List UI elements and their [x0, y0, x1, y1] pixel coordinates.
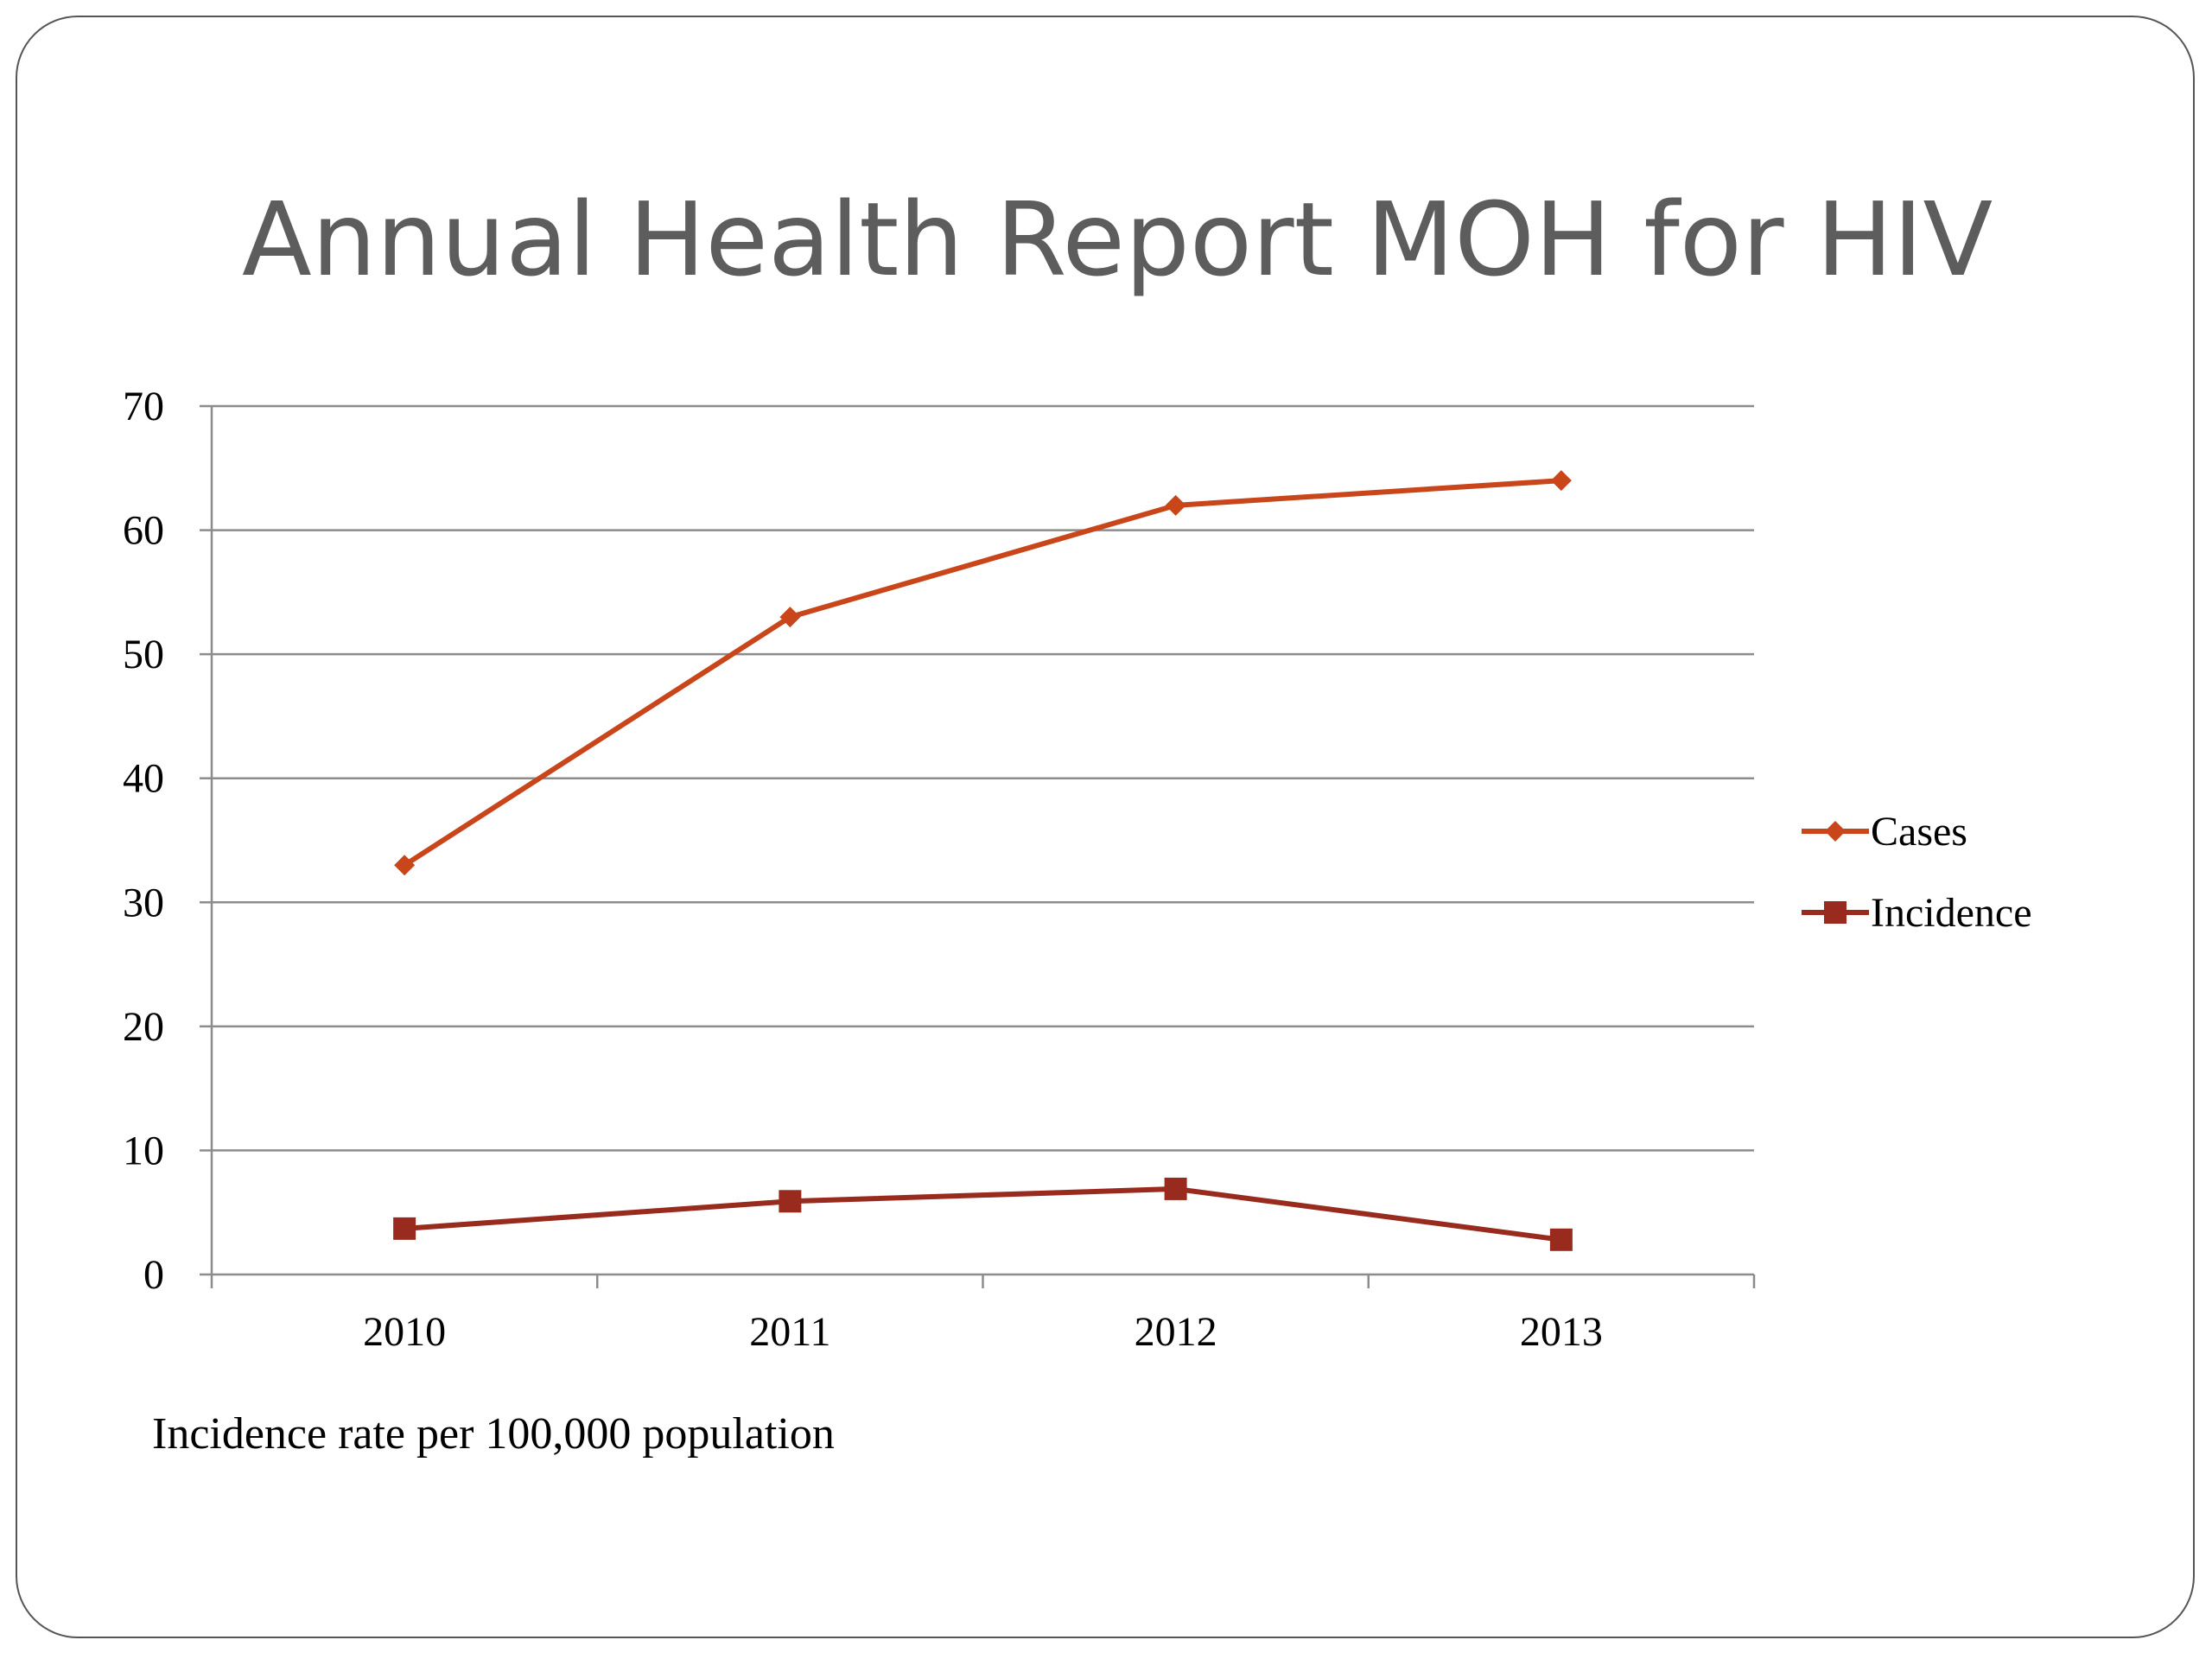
- legend-item-cases: Cases: [1802, 809, 1967, 855]
- y-tick-label: 60: [123, 508, 164, 554]
- y-tick-label: 20: [123, 1004, 164, 1050]
- y-tick-label: 30: [123, 880, 164, 925]
- series-cases: [394, 470, 1572, 876]
- legend-item-incidence: Incidence: [1802, 890, 2032, 936]
- series-lines: [393, 470, 1573, 1251]
- data-point: [779, 1190, 802, 1213]
- data-point: [1550, 470, 1572, 492]
- x-tick-labels: 2010 2011 2012 2013: [363, 1309, 1603, 1355]
- legend-label: Incidence: [1871, 890, 2032, 936]
- legend-swatch-marker: [1825, 821, 1846, 842]
- y-tick-label: 70: [123, 384, 164, 429]
- x-tick-label: 2010: [363, 1309, 446, 1355]
- data-point: [1164, 1177, 1187, 1200]
- x-tick-label: 2011: [749, 1309, 830, 1355]
- series-line: [404, 1185, 1562, 1243]
- series-line: [403, 478, 1562, 868]
- axes: [200, 404, 1756, 1288]
- slide-title: Annual Health Report MOH for HIV: [242, 180, 1993, 299]
- y-tick-labels: 0 10 20 30 40 50 60 70: [123, 384, 164, 1298]
- y-tick-label: 0: [143, 1252, 164, 1298]
- y-tick-label: 50: [123, 632, 164, 677]
- x-tick-label: 2013: [1520, 1309, 1603, 1355]
- y-tick-label: 40: [123, 756, 164, 802]
- data-point: [393, 1217, 416, 1240]
- data-point: [394, 855, 416, 876]
- data-point: [1165, 494, 1186, 516]
- data-point: [1549, 1228, 1573, 1251]
- x-tick-label: 2012: [1135, 1309, 1217, 1355]
- legend-swatch-marker: [1824, 901, 1847, 924]
- gridlines: [212, 404, 1754, 1152]
- footnote: Incidence rate per 100,000 population: [152, 1409, 835, 1459]
- y-tick-label: 10: [123, 1128, 164, 1173]
- legend-label: Cases: [1871, 809, 1967, 855]
- series-incidence: [393, 1177, 1573, 1251]
- legend: Cases Incidence: [1802, 809, 2032, 936]
- data-point: [779, 607, 801, 628]
